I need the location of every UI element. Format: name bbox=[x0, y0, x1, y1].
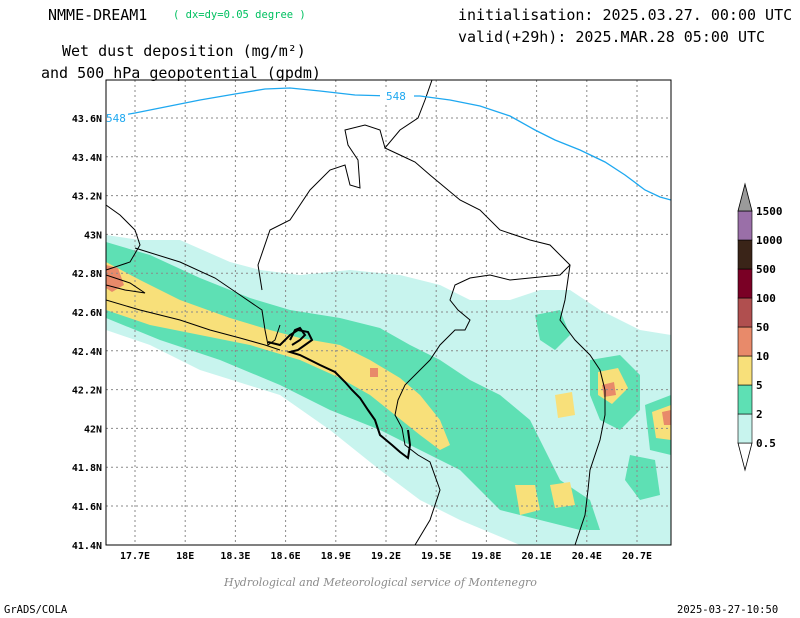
latitude-label: 42N bbox=[84, 424, 102, 435]
map-gridlines bbox=[106, 80, 671, 545]
latitude-label: 41.8N bbox=[72, 463, 102, 474]
legend-value: 10 bbox=[756, 350, 769, 363]
deposition-patch-green-south bbox=[625, 455, 660, 500]
latitude-label: 42.6N bbox=[72, 308, 102, 319]
legend-value: 2 bbox=[756, 408, 763, 421]
legend-value: 1000 bbox=[756, 234, 783, 247]
longitude-label: 18.9E bbox=[321, 551, 351, 562]
longitude-label: 18.3E bbox=[220, 551, 250, 562]
deposition-field bbox=[106, 235, 671, 545]
legend-box bbox=[737, 210, 753, 241]
legend-value: 500 bbox=[756, 263, 776, 276]
latitude-label: 43.6N bbox=[72, 114, 102, 125]
legend-value: 5 bbox=[756, 379, 763, 392]
coast-italy-peninsula bbox=[106, 274, 146, 294]
contour-label-bg bbox=[380, 88, 414, 102]
montenegro-coast bbox=[267, 326, 412, 460]
longitude-labels: 17.7E 18E 18.3E 18.6E 18.9E 19.2E 19.5E 19.8E 20… bbox=[120, 551, 652, 562]
map-borders bbox=[106, 80, 606, 545]
longitude-label: 20.7E bbox=[622, 551, 652, 562]
latitude-labels: 43.6N 43.4N 43.2N 43N 42.8N 42.6N 42.4N 42.2N 42… bbox=[72, 114, 102, 552]
legend-box bbox=[737, 355, 753, 386]
deposition-band-yellow bbox=[106, 262, 450, 450]
latitude-label: 43.4N bbox=[72, 153, 102, 164]
legend-box bbox=[737, 239, 753, 270]
model-title: NMME-DREAM1 bbox=[48, 6, 148, 24]
latitude-label: 43N bbox=[84, 230, 102, 241]
border-bosnia-montenegro bbox=[134, 247, 281, 346]
deposition-patch-yellow-mid bbox=[555, 392, 575, 418]
latitude-label: 42.2N bbox=[72, 386, 102, 397]
credit-line: Hydrological and Meteorological service … bbox=[224, 576, 537, 589]
geopotential-contour: 548 548 bbox=[106, 87, 671, 201]
legend-value: 0.5 bbox=[756, 437, 776, 450]
model-resolution: ( dx=dy=0.05 degree ) bbox=[173, 9, 306, 21]
legend-tip-bottom bbox=[737, 442, 753, 472]
software-label: GrADS/COLA bbox=[4, 604, 68, 616]
generated-timestamp: 2025-03-27-10:50 bbox=[677, 604, 779, 616]
legend-box bbox=[737, 413, 753, 444]
latitude-label: 41.6N bbox=[72, 502, 102, 513]
border-serbia-montenegro bbox=[384, 147, 571, 545]
legend-values: 1500 1000 500 100 50 10 5 2 0.5 bbox=[756, 205, 783, 450]
init-time: initialisation: 2025.03.27. 00:00 UTC bbox=[458, 6, 793, 24]
border-kosovo-albania bbox=[559, 264, 606, 545]
latitude-label: 42.4N bbox=[72, 347, 102, 358]
deposition-patch-green-north bbox=[535, 310, 570, 350]
legend-value: 50 bbox=[756, 321, 769, 334]
legend-box bbox=[737, 384, 753, 415]
border-bosnia-east bbox=[257, 80, 433, 291]
legend-value: 100 bbox=[756, 292, 776, 305]
legend-boxes bbox=[737, 182, 753, 472]
coast-bay-kotor bbox=[289, 326, 307, 346]
latitude-label: 41.4N bbox=[72, 541, 102, 552]
deposition-band-green bbox=[106, 242, 600, 530]
coast-dalmatia bbox=[106, 299, 281, 351]
latitude-label: 43.2N bbox=[72, 192, 102, 203]
deposition-patch-orange-far-east bbox=[662, 410, 671, 425]
longitude-label: 18.6E bbox=[271, 551, 301, 562]
legend-box bbox=[737, 268, 753, 299]
latitude-label: 42.8N bbox=[72, 269, 102, 280]
coast-montenegro bbox=[267, 328, 412, 460]
deposition-patch-yellow-south2 bbox=[550, 482, 575, 508]
longitude-label: 20.1E bbox=[522, 551, 552, 562]
variable-title-line2: and 500 hPa geopotential (gpdm) bbox=[41, 64, 321, 82]
contour-label-left-bg bbox=[106, 112, 128, 124]
longitude-label: 19.8E bbox=[471, 551, 501, 562]
legend-value: 1500 bbox=[756, 205, 783, 218]
legend-box bbox=[737, 297, 753, 328]
longitude-label: 20.4E bbox=[572, 551, 602, 562]
deposition-patch-yellow-south1 bbox=[515, 485, 540, 515]
variable-title-line1: Wet dust deposition (mg/m²) bbox=[62, 42, 306, 60]
legend-tip-top bbox=[737, 182, 753, 212]
valid-time: valid(+29h): 2025.MAR.28 05:00 UTC bbox=[458, 28, 766, 46]
longitude-label: 19.5E bbox=[421, 551, 451, 562]
longitude-label: 19.2E bbox=[371, 551, 401, 562]
border-croatia-bosnia bbox=[106, 204, 141, 271]
longitude-label: 18E bbox=[176, 551, 194, 562]
legend-box bbox=[737, 326, 753, 357]
color-legend: 1500 1000 500 100 50 10 5 2 0.5 bbox=[737, 182, 783, 472]
map-frame bbox=[105, 79, 672, 546]
deposition-patch-orange-center bbox=[370, 368, 378, 377]
longitude-label: 17.7E bbox=[120, 551, 150, 562]
contour-label: 548 bbox=[386, 90, 406, 103]
contour-548-line bbox=[106, 87, 671, 201]
contour-label-left: 548 bbox=[106, 112, 126, 125]
